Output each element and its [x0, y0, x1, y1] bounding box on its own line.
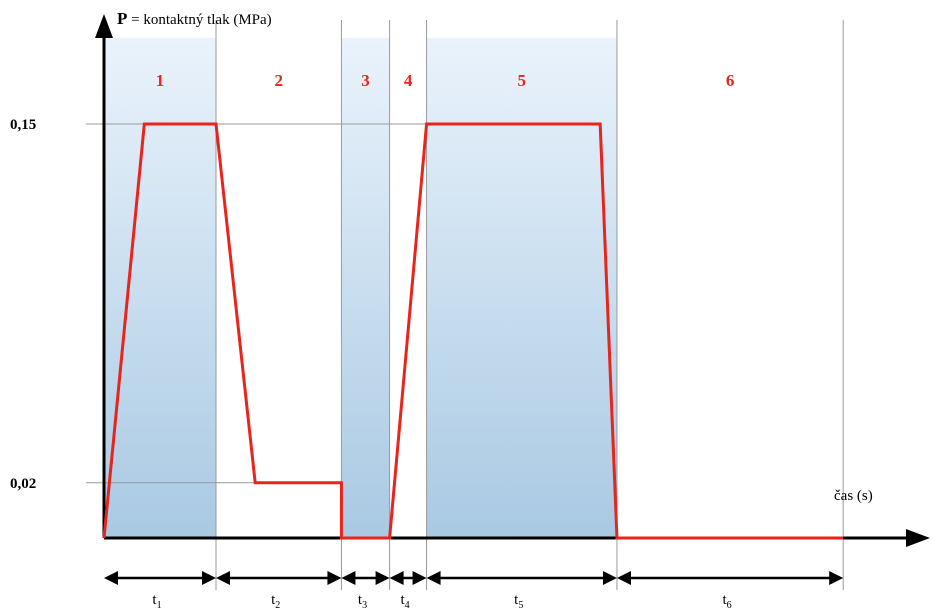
duration-2: t2 — [216, 571, 342, 611]
duration-5-left-arrow-icon — [426, 571, 441, 585]
duration-5-right-arrow-icon — [602, 571, 617, 585]
phase-1-number: 1 — [156, 71, 165, 90]
y-tick-label-0: 0,15 — [10, 117, 36, 133]
phase-5-shade — [426, 38, 617, 538]
phase-numbers: 1 2 3 4 5 6 — [156, 71, 735, 90]
phase-5-number: 5 — [518, 71, 527, 90]
y-tick-label-1: 0,02 — [10, 476, 36, 492]
duration-3-label: t3 — [358, 592, 367, 611]
phase-2-number: 2 — [274, 71, 283, 90]
duration-3: t3 — [341, 571, 390, 611]
y-axis-label-symbol: P — [117, 9, 127, 28]
phase-4-number: 4 — [404, 71, 413, 90]
phase-boundary-lines — [215, 20, 844, 590]
pressure-series-line — [102, 122, 844, 540]
duration-1: t1 — [104, 571, 216, 611]
phase-shading — [104, 38, 617, 538]
duration-4-right-arrow-icon — [412, 571, 427, 585]
x-axis-label: čas (s) — [834, 488, 873, 504]
duration-6-label: t6 — [722, 592, 731, 611]
duration-2-label: t2 — [271, 592, 280, 611]
phase-6-number: 6 — [726, 71, 735, 90]
duration-5: t5 — [426, 571, 617, 611]
duration-2-left-arrow-icon — [216, 571, 230, 585]
duration-5-label: t5 — [514, 592, 523, 611]
duration-6-right-arrow-icon — [829, 571, 844, 585]
duration-3-right-arrow-icon — [375, 571, 390, 585]
duration-4: t4 — [389, 571, 427, 611]
x-axis-arrow-icon — [906, 529, 930, 547]
phase-1-shade — [104, 38, 216, 538]
phase-3-shade — [341, 38, 390, 538]
y-axis-arrow-icon — [95, 14, 113, 38]
duration-1-left-arrow-icon — [104, 571, 118, 585]
y-tick-labels: 0,15 0,02 — [10, 117, 36, 492]
phase-3-number: 3 — [361, 71, 370, 90]
y-axis-label-text: = kontaktný tlak (MPa) — [127, 12, 271, 28]
duration-1-label: t1 — [152, 592, 161, 611]
duration-2-right-arrow-icon — [327, 571, 342, 585]
duration-4-label: t4 — [400, 592, 409, 611]
y-axis-label: P = kontaktný tlak (MPa) — [117, 9, 272, 28]
duration-6-left-arrow-icon — [616, 571, 631, 585]
duration-1-right-arrow-icon — [202, 571, 216, 585]
duration-3-left-arrow-icon — [341, 571, 356, 585]
duration-6: t6 — [616, 571, 844, 611]
duration-4-left-arrow-icon — [389, 571, 404, 585]
duration-arrows: t1 t2 t3 t4 t5 t6 — [104, 571, 844, 611]
